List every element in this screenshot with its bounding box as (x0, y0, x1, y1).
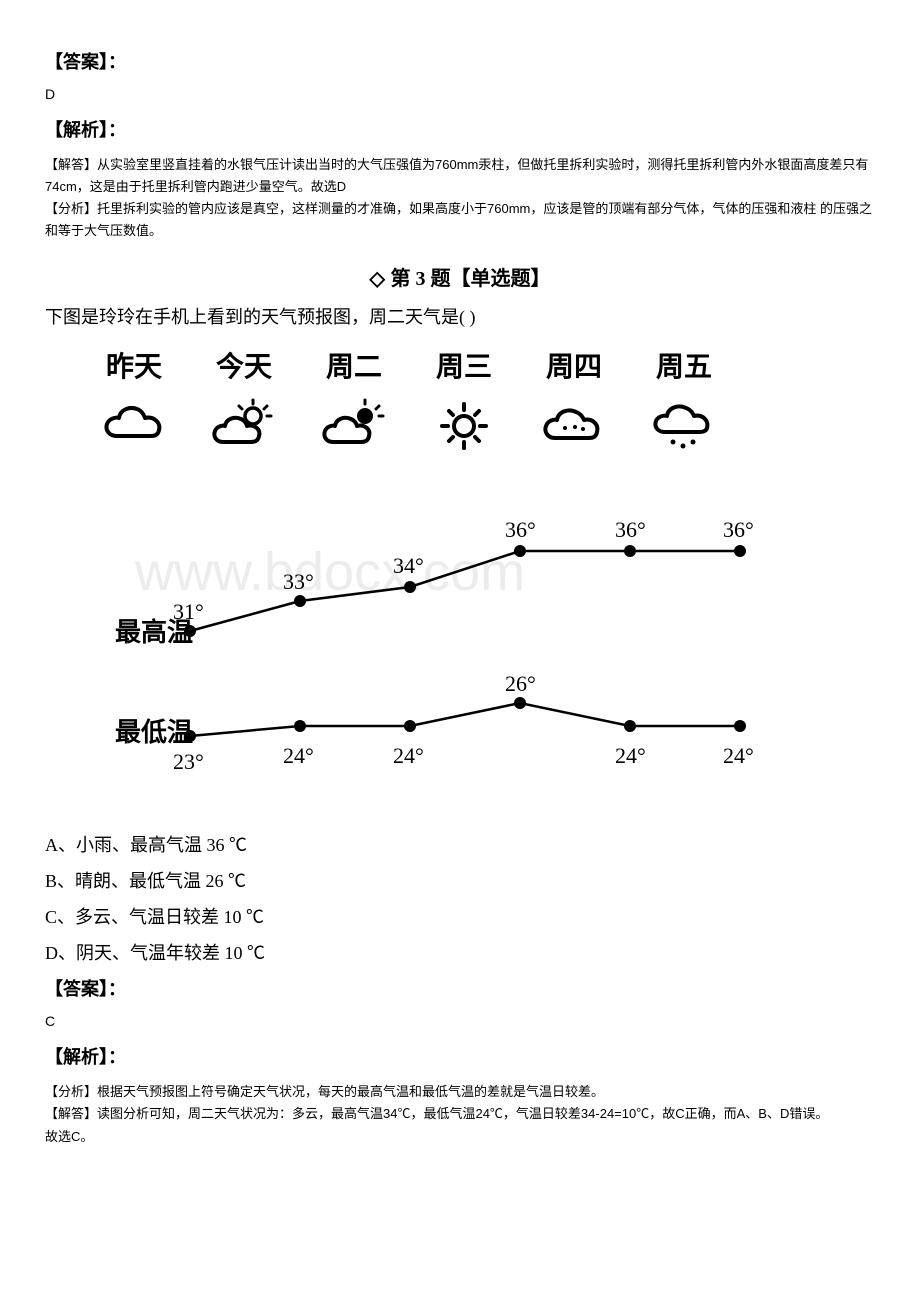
high-temp-series: 最高温 31° 33° 34° 36° 36° 36° (115, 517, 754, 647)
svg-text:36°: 36° (615, 517, 646, 542)
day-label: 周二 (299, 345, 409, 385)
day-label: 周三 (409, 345, 519, 385)
q2-answer-label: 【答案】： (45, 48, 875, 74)
svg-text:24°: 24° (723, 743, 754, 768)
q3-analysis-label: 【解析】： (45, 1043, 875, 1069)
q2-analysis-label: 【解析】： (45, 116, 875, 142)
day-labels-row: 昨天 今天 周二 周三 周四 周五 (55, 345, 865, 385)
svg-text:24°: 24° (393, 743, 424, 768)
svg-text:36°: 36° (505, 517, 536, 542)
q3-analysis-p1: 【分析】根据天气预报图上符号确定天气状况，每天的最高气温和最低气温的差就是气温日… (45, 1081, 875, 1103)
cloudy-icon (299, 391, 409, 461)
option-b: B、晴朗、最低气温 26 ℃ (45, 867, 875, 893)
q2-analysis-p1: 【解答】从实验室里竖直挂着的水银气压计读出当时的大气压强值为760mm汞柱，但做… (45, 154, 875, 198)
svg-text:34°: 34° (393, 553, 424, 578)
low-temp-series: 最低温 23° 24° 24° 26° 24° 24° (115, 671, 754, 774)
svg-text:24°: 24° (615, 743, 646, 768)
overcast-dots-icon (519, 391, 629, 461)
option-d: D、阴天、气温年较差 10 ℃ (45, 939, 875, 965)
q3-stem: 下图是玲玲在手机上看到的天气预报图，周二天气是( ) (45, 303, 875, 329)
q3-analysis-text: 【分析】根据天气预报图上符号确定天气状况，每天的最高气温和最低气温的差就是气温日… (45, 1081, 875, 1147)
rain-icon (629, 391, 739, 461)
day-label: 周五 (629, 345, 739, 385)
svg-text:23°: 23° (173, 749, 204, 774)
q3-answer-label: 【答案】： (45, 975, 875, 1001)
svg-text:31°: 31° (173, 599, 204, 624)
option-a: A、小雨、最高气温 36 ℃ (45, 831, 875, 857)
weather-icons-row (79, 391, 865, 461)
q3-answer-value: C (45, 1013, 875, 1029)
day-label: 今天 (189, 345, 299, 385)
low-temp-label: 最低温 (115, 718, 193, 747)
overcast-icon (79, 391, 189, 461)
day-label: 昨天 (79, 345, 189, 385)
temperature-chart: www.bdocx.com 最高温 31° 33° 34° 36° 36° 36… (55, 491, 865, 811)
svg-text:24°: 24° (283, 743, 314, 768)
q2-answer-value: D (45, 86, 875, 102)
svg-text:26°: 26° (505, 671, 536, 696)
q3-options: A、小雨、最高气温 36 ℃ B、晴朗、最低气温 26 ℃ C、多云、气温日较差… (45, 831, 875, 965)
svg-text:36°: 36° (723, 517, 754, 542)
partly-cloudy-icon (189, 391, 299, 461)
q3-analysis-p3: 故选C。 (45, 1126, 875, 1148)
q3-title-text: 第 3 题【单选题】 (390, 268, 550, 290)
q3-title: ◇ 第 3 题【单选题】 (45, 262, 875, 291)
q2-analysis-p2: 【分析】托里拆利实验的管内应该是真空，这样测量的才准确，如果高度小于760mm，… (45, 198, 875, 242)
day-label: 周四 (519, 345, 629, 385)
sunny-icon (409, 391, 519, 461)
q2-analysis-text: 【解答】从实验室里竖直挂着的水银气压计读出当时的大气压强值为760mm汞柱，但做… (45, 154, 875, 242)
q3-analysis-p2: 【解答】读图分析可知，周二天气状况为：多云，最高气温34℃，最低气温24℃，气温… (45, 1103, 875, 1125)
option-c: C、多云、气温日较差 10 ℃ (45, 903, 875, 929)
svg-text:33°: 33° (283, 569, 314, 594)
weather-table: 昨天 今天 周二 周三 周四 周五 (55, 345, 865, 811)
